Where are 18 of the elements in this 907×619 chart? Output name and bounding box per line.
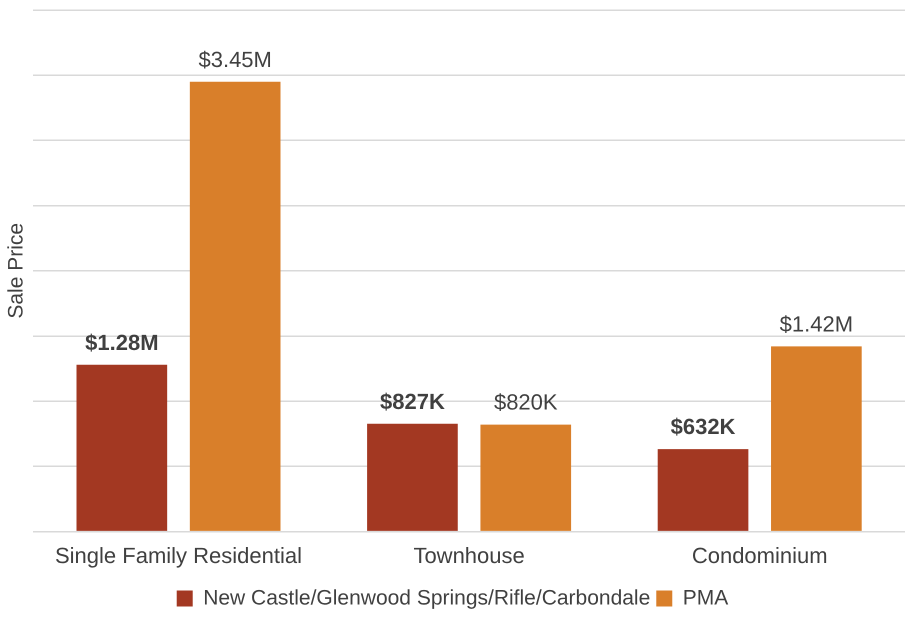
bar: [76, 364, 168, 531]
bar: [480, 424, 572, 531]
bar: [658, 449, 748, 531]
legend-label: PMA: [682, 586, 728, 610]
legend-label: New Castle/Glenwood Springs/Rifle/Carbondale: [203, 586, 650, 610]
data-label: $820K: [494, 390, 558, 415]
x-tick-label: Single Family Residential: [55, 542, 302, 568]
bar: [367, 424, 458, 531]
data-label: $827K: [380, 388, 445, 414]
y-axis-title: Sale Price: [4, 222, 28, 319]
bar: [771, 346, 862, 531]
x-tick-label: Townhouse: [413, 542, 525, 568]
data-label: $1.42M: [780, 311, 854, 336]
bar: [190, 82, 280, 531]
data-label: $1.28M: [85, 330, 159, 355]
data-label: $3.45M: [198, 46, 272, 72]
data-label: $632K: [670, 414, 736, 440]
x-tick-label: Condominium: [692, 542, 828, 568]
